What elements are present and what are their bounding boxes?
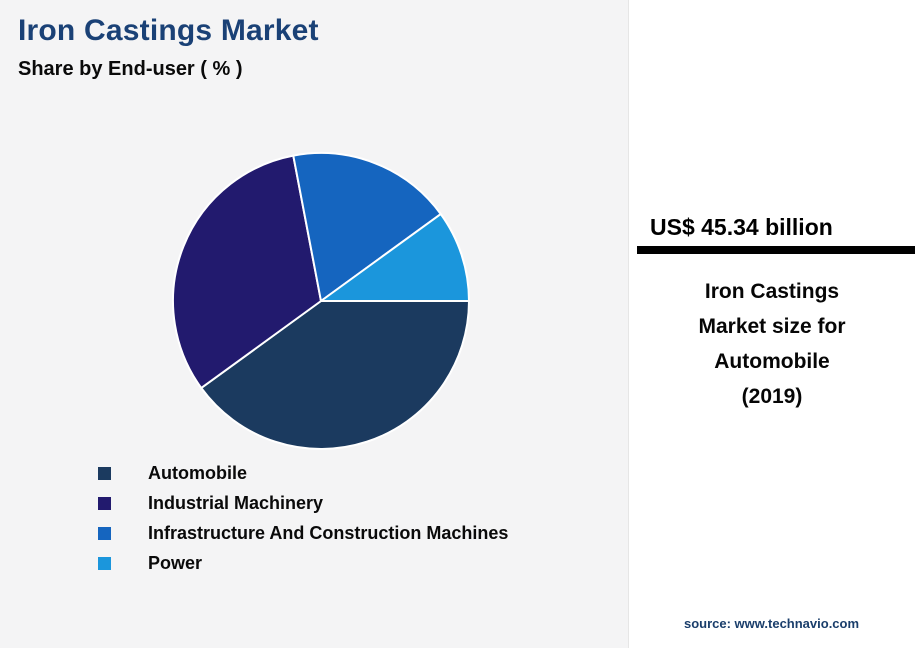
market-size-headline: US$ 45.34 billion [650,214,833,240]
highlight-panel [628,0,915,648]
legend-swatch-infrastructure [98,526,111,540]
legend-swatch-automobile [98,466,111,480]
legend-label: Automobile [148,462,247,483]
legend-item-power: Power [98,548,508,578]
legend-item-infrastructure: Infrastructure And Construction Machines [98,518,508,548]
description-line: Automobile [714,350,830,373]
pie-chart [172,152,470,450]
legend-label: Power [148,552,203,573]
legend-label: Industrial Machinery [148,492,324,513]
legend-label: Infrastructure And Construction Machines [148,522,509,543]
page-title: Iron Castings Market [18,14,319,47]
legend-item-industrial-machinery: Industrial Machinery [98,488,508,518]
description-line: (2019) [741,385,803,408]
legend-swatch-power [98,556,111,570]
headline-underline [637,246,915,254]
description-line: Market size for [698,315,846,338]
pie-slice-automobile [200,300,470,450]
pie-chart-container [170,150,472,452]
description-line: Iron Castings [704,280,840,303]
pie-slice-infrastructure-and-construction-machines [292,152,442,302]
legend-item-automobile: Automobile [98,458,508,488]
market-size-description: Iron Castings Market size for Automobile… [646,274,898,414]
pie-slice-industrial-machinery [172,154,322,389]
legend-swatch-industrial-machinery [98,496,111,510]
chart-legend: Automobile Industrial Machinery Infrastr… [98,458,508,578]
pie-slice-power [320,213,470,302]
chart-subtitle: Share by End-user ( % ) [18,58,243,80]
source-attribution: source: www.technavio.com [683,616,860,631]
